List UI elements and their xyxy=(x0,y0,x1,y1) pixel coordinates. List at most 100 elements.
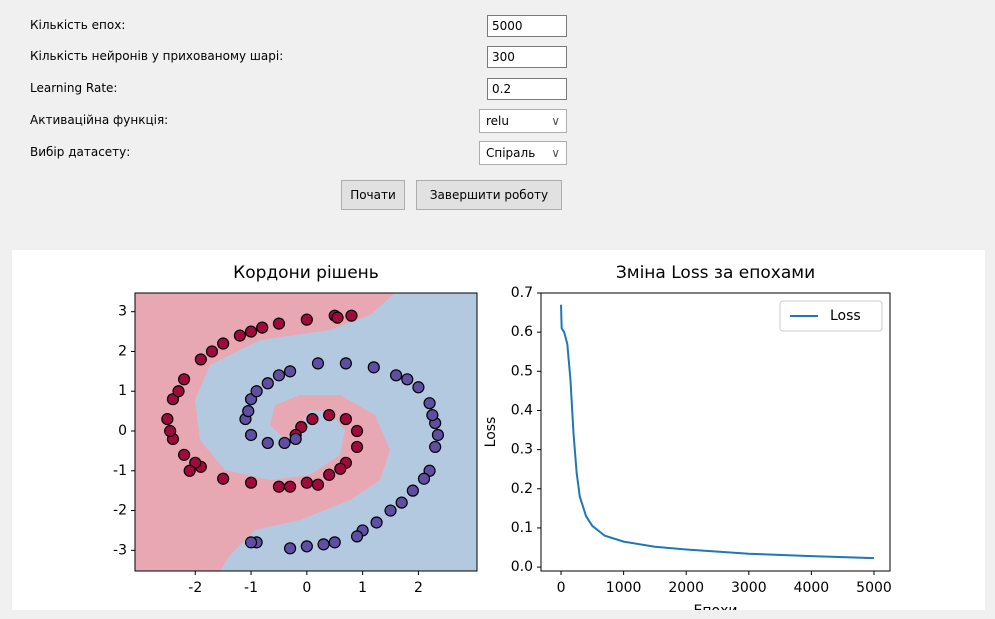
legend-box xyxy=(779,300,883,332)
point xyxy=(328,536,341,549)
text-input[interactable]: 5000 xyxy=(487,15,567,37)
button[interactable]: Почати xyxy=(341,180,405,210)
field-label: Кількість нейронів у прихованому шарі: xyxy=(30,49,284,63)
point xyxy=(272,369,286,382)
point xyxy=(272,480,286,493)
point xyxy=(306,412,319,426)
point xyxy=(205,345,219,358)
dropdown-arrow: ∨ xyxy=(551,146,560,160)
x-tick-label: 5000 xyxy=(856,580,892,596)
point xyxy=(183,464,196,477)
point xyxy=(177,373,191,386)
figure-bottom-mask xyxy=(0,610,995,619)
field-label: Кількість епох: xyxy=(30,18,126,32)
field-label: Вибір датасету: xyxy=(30,145,131,159)
dropdown[interactable]: relu ∨ xyxy=(479,109,567,133)
point xyxy=(244,476,258,489)
x-tick-label: -2 xyxy=(188,580,202,596)
point xyxy=(289,432,302,446)
chart-title: Кордони рішень xyxy=(233,263,379,283)
point xyxy=(283,365,297,378)
dropdown-value: Спіраль xyxy=(486,146,536,160)
axes-frame xyxy=(540,292,891,572)
y-tick-label: 0.7 xyxy=(511,285,533,301)
point xyxy=(194,353,207,366)
point xyxy=(242,405,255,418)
y-tick-label: 0.0 xyxy=(511,559,533,575)
y-tick-label: -3 xyxy=(113,542,127,558)
point xyxy=(278,436,291,450)
y-tick-label: 0.1 xyxy=(511,520,533,536)
point xyxy=(261,377,274,390)
text-input[interactable]: 300 xyxy=(487,46,567,68)
point xyxy=(370,516,383,529)
x-tick-label: 2 xyxy=(414,580,423,596)
point xyxy=(233,329,246,342)
point xyxy=(272,317,286,330)
x-tick-label: 0 xyxy=(557,580,566,596)
field-label: Learning Rate: xyxy=(30,81,118,95)
dropdown-arrow: ∨ xyxy=(551,114,560,128)
point xyxy=(311,357,325,370)
point xyxy=(244,428,258,442)
button[interactable]: Завершити роботу xyxy=(416,180,562,210)
y-tick-label: 2 xyxy=(118,343,127,359)
legend-label: Loss xyxy=(830,308,861,324)
point xyxy=(217,337,230,350)
point xyxy=(323,408,336,422)
point xyxy=(417,472,431,485)
point xyxy=(334,462,347,475)
y-axis-label: Loss xyxy=(483,417,499,448)
point xyxy=(390,369,403,382)
x-tick-label: 2000 xyxy=(668,580,704,596)
y-tick-label: -2 xyxy=(113,503,127,519)
point xyxy=(164,424,177,438)
point xyxy=(300,476,313,489)
y-tick-label: 3 xyxy=(118,304,127,320)
point xyxy=(261,436,274,450)
x-tick-label: 1000 xyxy=(606,580,642,596)
point xyxy=(283,542,297,555)
point xyxy=(300,313,313,326)
x-tick-label: 0 xyxy=(302,580,311,596)
y-tick-label: 0 xyxy=(118,423,127,439)
point xyxy=(429,440,442,454)
point xyxy=(161,412,174,426)
point xyxy=(172,385,185,398)
point xyxy=(339,357,352,370)
text-input[interactable]: 0.2 xyxy=(487,78,567,100)
point xyxy=(401,373,414,386)
x-tick-label: 3000 xyxy=(731,580,767,596)
dropdown[interactable]: Спіраль ∨ xyxy=(479,141,567,165)
point xyxy=(256,321,269,334)
point xyxy=(431,428,445,442)
y-tick-label: -1 xyxy=(113,463,127,479)
point xyxy=(350,440,364,454)
point xyxy=(217,472,230,485)
x-tick-label: -1 xyxy=(244,580,258,596)
point xyxy=(345,309,358,322)
point xyxy=(412,381,425,394)
dropdown-value: relu xyxy=(486,114,509,128)
point xyxy=(283,480,297,493)
point xyxy=(250,385,263,398)
y-tick-label: 1 xyxy=(118,383,127,399)
point xyxy=(406,484,419,497)
point xyxy=(367,361,380,374)
y-tick-label: 0.3 xyxy=(511,442,533,458)
point xyxy=(384,504,397,517)
point xyxy=(339,412,352,426)
point xyxy=(244,536,258,549)
y-tick-label: 0.5 xyxy=(511,363,533,379)
loss-line xyxy=(560,304,875,560)
x-tick-label: 1 xyxy=(358,580,367,596)
point xyxy=(300,540,313,553)
point xyxy=(177,448,191,461)
y-tick-label: 0.6 xyxy=(511,324,533,340)
point xyxy=(395,496,408,509)
point xyxy=(426,408,439,422)
point xyxy=(317,538,330,551)
point xyxy=(311,478,325,491)
